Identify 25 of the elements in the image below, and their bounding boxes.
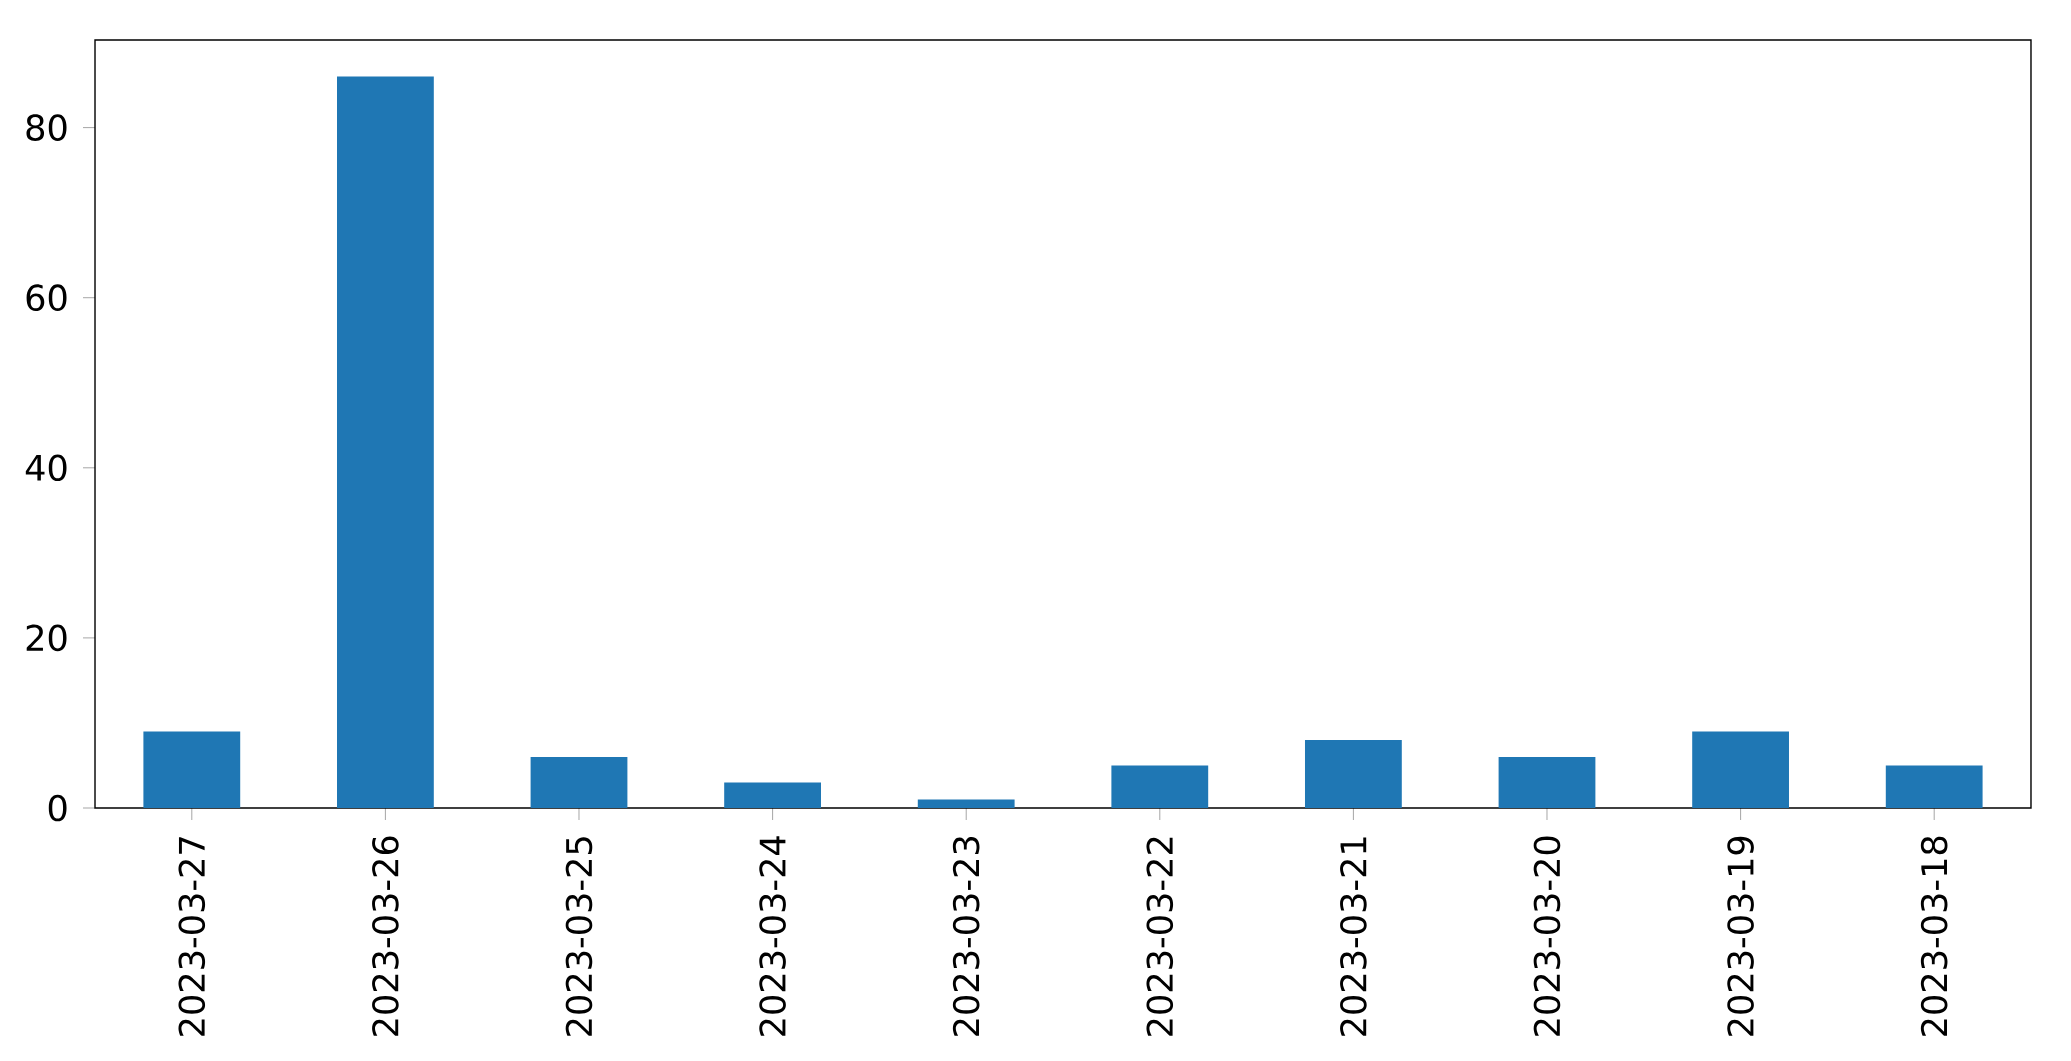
bar: [1498, 756, 1596, 808]
bar: [1692, 731, 1789, 808]
y-tick-label: 0: [48, 794, 67, 822]
x-tick-label: 2023-03-19: [1727, 836, 1754, 1036]
bar: [917, 799, 1015, 808]
y-tick-label: 60: [26, 284, 67, 311]
x-tick-label: 2023-03-18: [1920, 836, 1948, 1036]
y-tick-label: 80: [26, 114, 67, 141]
bar: [530, 756, 628, 808]
bar: [1885, 765, 1983, 808]
x-tick-label: 2023-03-22: [1146, 837, 1174, 1036]
bar: [143, 731, 241, 808]
y-tick-label: 40: [25, 454, 67, 482]
x-tick-label: 2023-03-23: [952, 837, 980, 1036]
y-tick-label: 20: [26, 624, 67, 652]
bar: [337, 76, 434, 808]
x-tick-label: 2023-03-24: [759, 836, 786, 1036]
x-tick-label: 2023-03-27: [178, 837, 206, 1036]
bar: [724, 782, 821, 808]
bar: [1304, 739, 1402, 808]
bar: [1111, 765, 1209, 808]
x-tick-label: 2023-03-21: [1340, 837, 1367, 1036]
x-tick-label: 2023-03-25: [565, 837, 593, 1036]
x-tick-label: 2023-03-20: [1533, 836, 1561, 1036]
x-tick-label: 2023-03-26: [372, 836, 399, 1036]
